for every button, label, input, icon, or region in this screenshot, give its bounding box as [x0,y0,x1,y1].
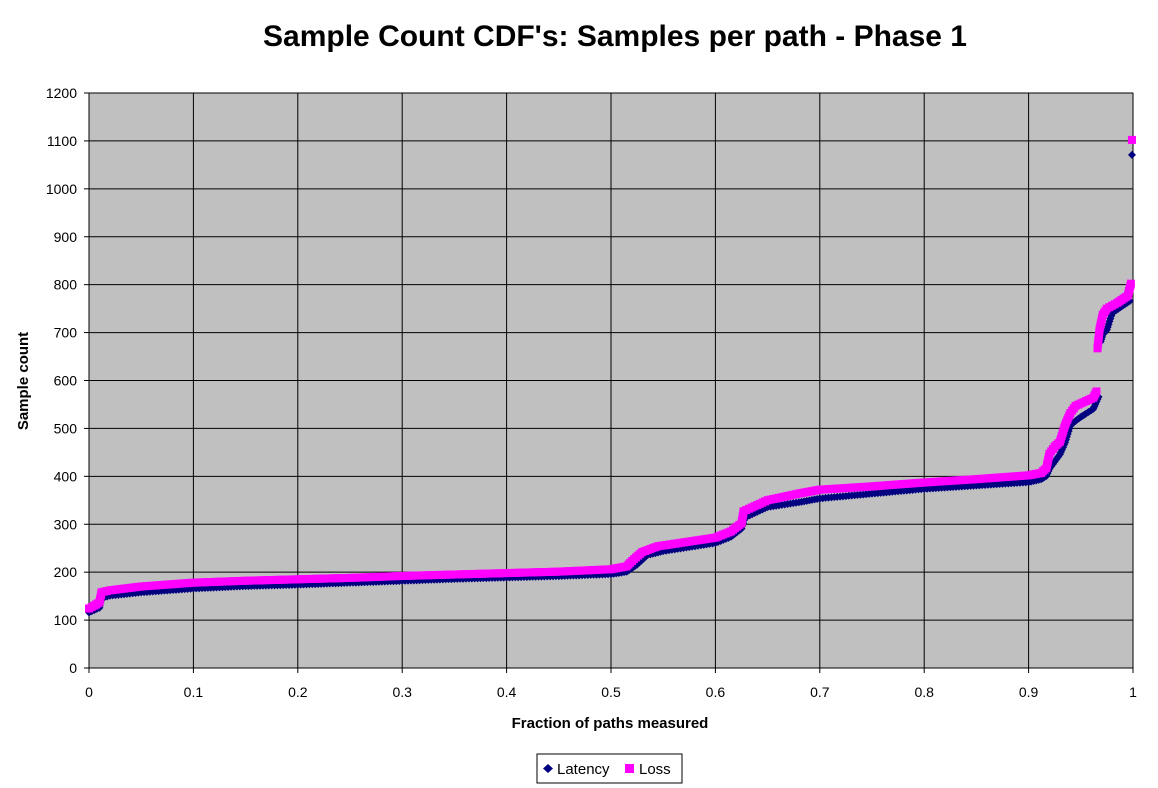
chart-title: Sample Count CDF's: Samples per path - P… [263,20,967,53]
y-tick-labels: 0 100 200 300 400 500 600 700 800 900 1000 1100 1200 [46,85,77,676]
x-tick-label: 0 [85,684,93,700]
y-tick-label: 100 [54,612,78,628]
legend-latency-label: Latency [557,761,610,778]
x-tick-label: 0.2 [288,684,308,700]
series-loss [85,135,1136,613]
y-tick-label: 1100 [47,133,77,149]
loss-point [1126,279,1135,288]
x-tick-label: 0.5 [601,684,621,700]
y-tick-label: 400 [54,468,78,484]
y-axis-label: Sample count [15,332,32,430]
x-tick-label: 1 [1129,684,1137,700]
y-tick-label: 1200 [46,85,77,101]
loss-point [1092,387,1101,396]
y-tick-label: 300 [54,516,78,532]
x-tick-label: 0.1 [184,684,204,700]
legend-loss-label: Loss [639,761,671,778]
x-tick-label: 0.6 [706,684,726,700]
x-tick-label: 0.8 [914,684,934,700]
y-tick-label: 1000 [46,181,77,197]
y-tick-label: 500 [54,420,78,436]
y-tick-label: 700 [54,325,78,341]
axes [84,92,1134,673]
x-axis-label: Fraction of paths measured [512,715,709,732]
y-tick-label: 600 [54,373,78,389]
legend-loss-marker [625,764,634,773]
legend: Latency Loss [536,753,683,784]
legend-latency-marker [543,764,553,773]
y-tick-label: 200 [54,564,78,580]
x-tick-label: 0.9 [1019,684,1039,700]
y-tick-label: 900 [54,229,78,245]
latency-point [1127,150,1136,159]
x-tick-labels: 0 0.1 0.2 0.3 0.4 0.5 0.6 0.7 0.8 0.9 1 [85,684,1137,700]
loss-point [1127,135,1136,144]
x-tick-label: 0.3 [392,684,412,700]
y-tick-label: 0 [69,660,77,676]
x-tick-label: 0.4 [497,684,517,700]
legend-box [536,753,683,784]
y-tick-label: 800 [54,277,78,293]
x-tick-label: 0.7 [810,684,830,700]
